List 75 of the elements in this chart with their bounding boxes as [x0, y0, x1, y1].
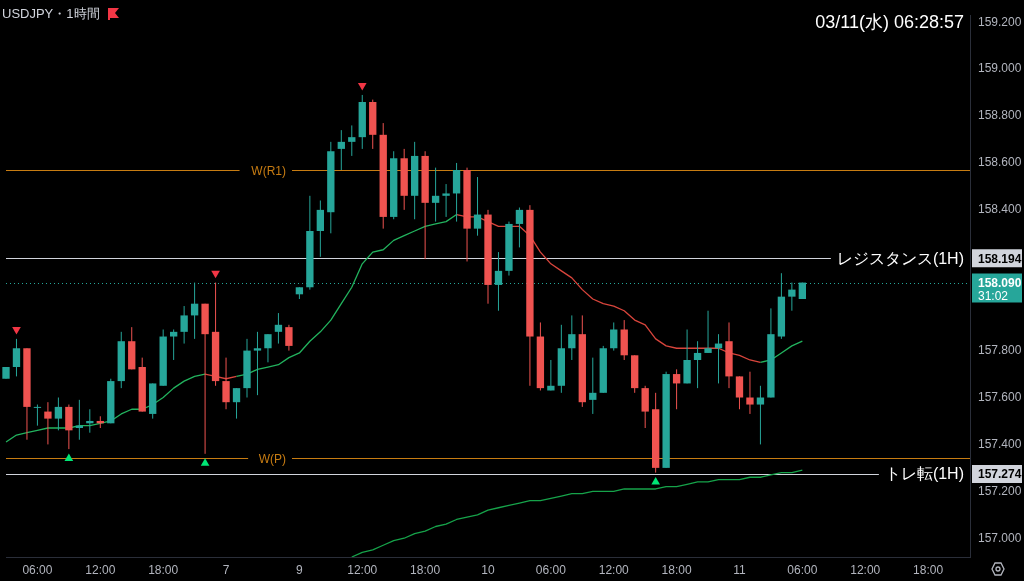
- text: 31:02: [978, 288, 1009, 303]
- x-tick-label: 06:00: [787, 562, 818, 577]
- y-tick-label: 158.400: [978, 202, 1022, 217]
- ref-line-label: トレ転(1H): [884, 465, 964, 483]
- x-tick-label: 18:00: [148, 562, 179, 577]
- x-tick-label: 06:00: [535, 562, 567, 577]
- candlestick: [180, 305, 188, 345]
- candlestick: [222, 357, 230, 410]
- candlestick: [274, 312, 283, 345]
- annotation: 03/11(水) 06:28:57: [815, 11, 964, 34]
- candlestick: [431, 167, 440, 223]
- candlestick: [547, 359, 555, 391]
- candlestick: [473, 176, 482, 237]
- candlestick: [337, 129, 345, 171]
- candlestick: [33, 404, 42, 427]
- y-tick-label: 157.800: [978, 342, 1022, 357]
- candlestick: [746, 371, 754, 415]
- candlestick: [264, 333, 272, 363]
- candlestick: [285, 324, 293, 352]
- candlestick: [452, 162, 461, 223]
- candlestick: [253, 331, 262, 396]
- y-tick-label: 159.200: [978, 14, 1022, 29]
- candlestick: [44, 401, 52, 445]
- candlestick: [672, 368, 681, 410]
- point: [200, 458, 210, 466]
- y-tick-label: 158.800: [978, 108, 1022, 123]
- candlestick: [704, 310, 712, 354]
- candlestick: [589, 357, 597, 415]
- ref-line-label: W(R1): [251, 163, 286, 178]
- x-tick-label: 18:00: [661, 562, 692, 577]
- y-tick-label: 158.600: [978, 155, 1022, 170]
- candlestick: [169, 328, 178, 361]
- y-tick-label: 157.000: [978, 530, 1022, 545]
- x-tick-label: 11: [733, 562, 747, 577]
- candlestick: [316, 199, 325, 258]
- candlestick: [515, 207, 524, 248]
- x-tick-label: 12:00: [598, 562, 630, 577]
- x-tick-label: 18:00: [913, 562, 944, 577]
- x-tick-label: 9: [296, 562, 304, 577]
- candlestick: [610, 321, 618, 352]
- ref-line-label: W(P): [258, 451, 286, 466]
- x-tick-label: 12:00: [85, 562, 116, 577]
- point: [651, 476, 660, 485]
- candlestick: [641, 385, 649, 429]
- x-tick-label: 10: [481, 562, 495, 577]
- y-tick-label: 158.194: [978, 251, 1022, 266]
- candlestick: [693, 340, 702, 389]
- candlestick: [442, 183, 450, 218]
- candlestick: [12, 338, 21, 377]
- x-tick-label: 12:00: [850, 562, 881, 577]
- chart-title: USDJPY・1時間: [2, 5, 100, 23]
- candlestick: [735, 375, 744, 410]
- candlestick: [190, 282, 199, 340]
- candlestick: [683, 328, 691, 384]
- candlestick: [54, 397, 63, 431]
- y-tick-label: 157.200: [978, 483, 1022, 498]
- candlestick: [568, 314, 576, 361]
- x-tick-label: 06:00: [22, 562, 53, 577]
- ref-line-label: レジスタンス(1H): [836, 249, 964, 267]
- y-tick-label: 159.000: [978, 61, 1022, 76]
- candlestick: [65, 404, 73, 450]
- x-tick-label: 18:00: [410, 562, 441, 577]
- y-tick-label: 157.400: [978, 436, 1022, 451]
- point: [12, 326, 21, 335]
- x-tick-label: 12:00: [347, 562, 378, 577]
- y-tick-label: 157.600: [978, 389, 1022, 404]
- candlestick: [232, 387, 241, 420]
- x-tick-label: 7: [222, 562, 230, 577]
- y-tick-label: 158.090: [978, 275, 1022, 290]
- y-tick-label: 157.274: [978, 467, 1022, 482]
- candlestick: [756, 385, 765, 445]
- point: [357, 83, 367, 91]
- point: [211, 270, 220, 279]
- point: [64, 453, 74, 461]
- candlestick: [348, 124, 356, 157]
